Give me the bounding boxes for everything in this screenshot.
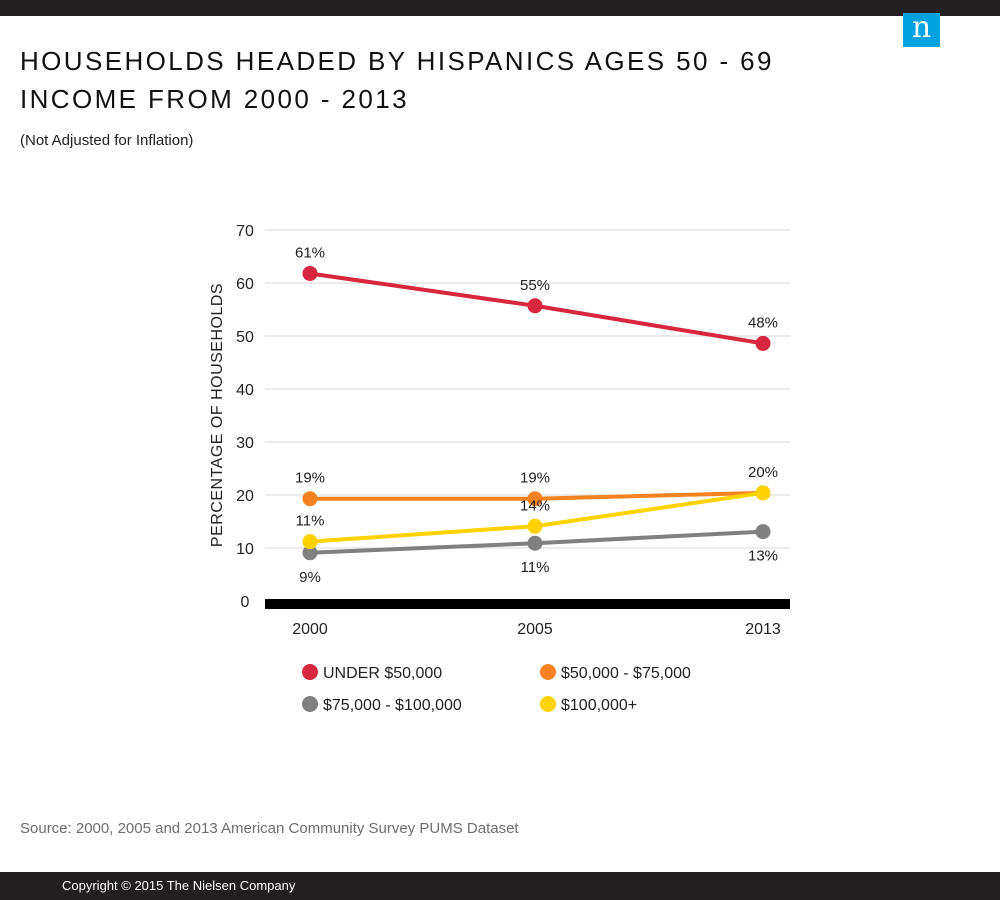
legend-marker: [540, 696, 556, 712]
y-tick-label: 30: [236, 435, 254, 452]
data-label: 19%: [295, 470, 325, 487]
data-label: 11%: [296, 513, 325, 530]
data-point: [302, 545, 318, 561]
data-point: [527, 298, 543, 314]
legend-marker: [540, 664, 556, 680]
data-label: 20%: [748, 464, 778, 481]
y-tick-label: 10: [236, 541, 254, 558]
bottom-bar: Copyright © 2015 The Nielsen Company: [0, 872, 1000, 900]
y-axis-title: PERCENTAGE OF HOUSEHOLDS: [209, 283, 226, 547]
source-note: Source: 2000, 2005 and 2013 American Com…: [20, 820, 519, 837]
nielsen-logo: n: [903, 13, 940, 47]
y-tick-label: 20: [236, 488, 254, 505]
y-tick-label: 50: [236, 329, 254, 346]
x-tick-label: 2013: [745, 621, 781, 638]
data-point: [755, 485, 771, 501]
legend-label: $75,000 - $100,000: [323, 697, 462, 714]
y-tick-label: 40: [236, 382, 254, 399]
y-tick-label: 70: [236, 223, 254, 240]
data-point: [302, 534, 318, 550]
data-label: 61%: [295, 244, 325, 261]
x-tick-label: 2005: [517, 621, 553, 638]
data-label: 19%: [520, 470, 550, 487]
data-label: 55%: [520, 277, 550, 294]
data-point: [755, 335, 771, 351]
data-label: 9%: [299, 569, 321, 586]
chart-subtitle: (Not Adjusted for Inflation): [20, 132, 194, 149]
line-chart: 0 10 20 30 40 50 60 70 2000 2005 2013 PERCENTAGE OF…: [209, 223, 790, 714]
chart-title-line-1: HOUSEHOLDS HEADED BY HISPANICS AGES 50 -…: [20, 46, 774, 76]
data-label: 11%: [521, 559, 550, 576]
top-bar: [0, 0, 1000, 16]
data-point: [527, 491, 543, 507]
legend-label: $50,000 - $75,000: [561, 665, 691, 682]
chart-title-line-2: INCOME FROM 2000 - 2013: [20, 84, 409, 114]
data-label: 48%: [748, 314, 778, 331]
data-point: [527, 518, 543, 534]
legend-label: $100,000+: [561, 697, 637, 714]
legend-marker: [302, 696, 318, 712]
data-label: 14%: [520, 497, 550, 514]
data-point: [755, 524, 771, 540]
data-label: 13%: [748, 548, 778, 565]
data-point: [302, 491, 318, 507]
y-tick-label: 0: [241, 594, 250, 611]
y-tick-label: 60: [236, 276, 254, 293]
x-axis-baseline: [265, 599, 790, 609]
legend-marker: [302, 664, 318, 680]
data-point: [302, 265, 318, 281]
data-point: [527, 535, 543, 551]
copyright-text: Copyright © 2015 The Nielsen Company: [62, 878, 296, 893]
x-tick-label: 2000: [292, 621, 328, 638]
chart-title: HOUSEHOLDS HEADED BY HISPANICS AGES 50 -…: [20, 42, 880, 118]
legend-label: UNDER $50,000: [323, 665, 442, 682]
